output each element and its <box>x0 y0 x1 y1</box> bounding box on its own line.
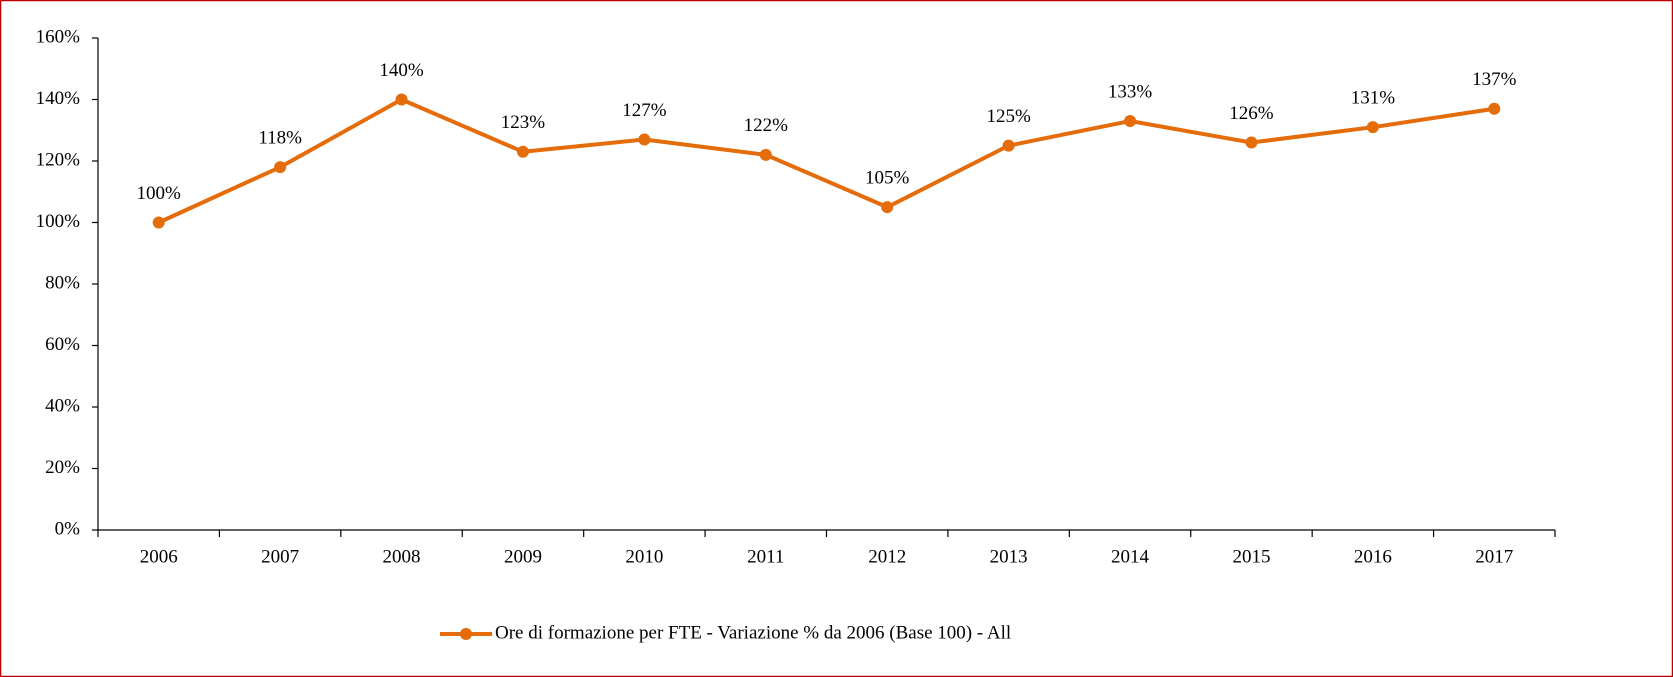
y-tick-label: 140% <box>36 88 81 109</box>
legend-marker <box>460 628 472 640</box>
data-label: 127% <box>622 100 667 121</box>
data-label: 140% <box>379 60 424 81</box>
data-label: 123% <box>501 112 546 133</box>
x-tick-label: 2010 <box>625 546 663 567</box>
point-marker <box>152 216 165 229</box>
data-label: 131% <box>1351 88 1396 109</box>
y-tick-label: 40% <box>45 395 80 416</box>
y-tick-label: 100% <box>36 211 81 232</box>
y-tick-label: 20% <box>45 457 80 478</box>
point-marker <box>1002 139 1015 152</box>
point-marker <box>1366 121 1379 134</box>
data-label: 137% <box>1472 69 1517 90</box>
point-marker <box>881 201 894 214</box>
legend-label: Ore di formazione per FTE - Variazione %… <box>495 622 1011 643</box>
x-tick-label: 2009 <box>504 546 542 567</box>
y-tick-label: 60% <box>45 334 80 355</box>
x-tick-label: 2015 <box>1232 546 1270 567</box>
x-tick-label: 2012 <box>868 546 906 567</box>
y-tick-label: 80% <box>45 272 80 293</box>
data-label: 122% <box>744 115 789 136</box>
x-tick-label: 2008 <box>383 546 421 567</box>
data-label: 100% <box>137 183 182 204</box>
point-marker <box>274 161 287 174</box>
x-tick-label: 2017 <box>1475 546 1513 567</box>
x-tick-label: 2014 <box>1111 546 1150 567</box>
point-marker <box>516 145 529 158</box>
x-tick-label: 2013 <box>990 546 1028 567</box>
series-line <box>157 97 1495 225</box>
data-label: 133% <box>1108 81 1153 102</box>
y-tick-label: 120% <box>36 149 81 170</box>
point-marker <box>1245 136 1258 149</box>
x-tick-label: 2011 <box>747 546 784 567</box>
point-marker <box>395 93 408 106</box>
data-label: 126% <box>1229 103 1274 124</box>
data-label: 105% <box>865 167 910 188</box>
point-marker <box>1124 115 1137 128</box>
point-marker <box>638 133 651 146</box>
data-label: 118% <box>258 128 302 149</box>
x-tick-label: 2006 <box>140 546 178 567</box>
point-marker <box>759 148 772 161</box>
y-tick-label: 160% <box>36 26 81 47</box>
x-tick-label: 2016 <box>1354 546 1392 567</box>
x-tick-label: 2007 <box>261 546 299 567</box>
point-marker <box>1488 102 1501 115</box>
data-label: 125% <box>986 106 1031 127</box>
y-tick-label: 0% <box>55 518 81 539</box>
